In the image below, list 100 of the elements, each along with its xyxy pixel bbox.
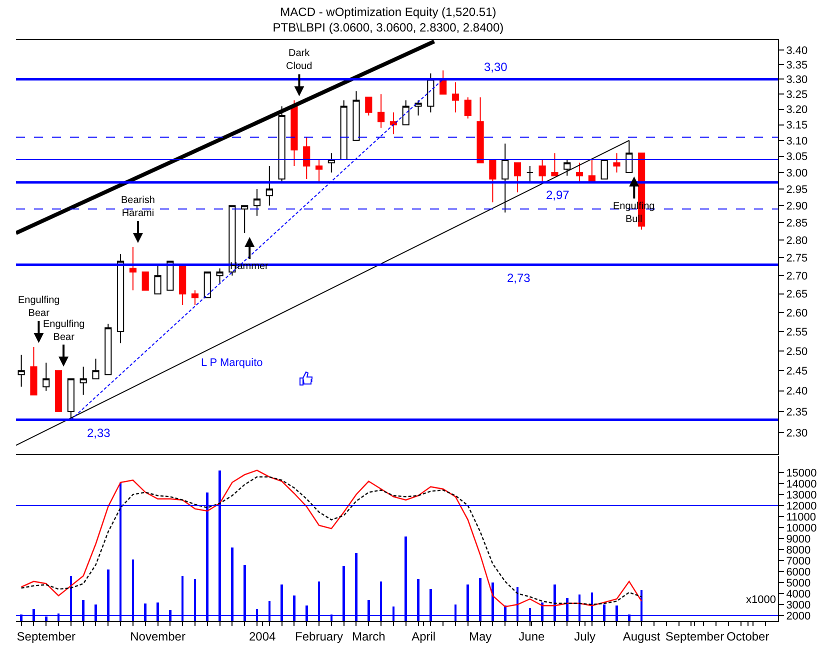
y-tick-label: 2.65 bbox=[786, 288, 808, 301]
y-tick-label: 2.70 bbox=[786, 270, 808, 282]
y-tick-label: 5000 bbox=[786, 577, 811, 590]
annotation: Bearish Harami bbox=[121, 195, 155, 219]
y-tick-label: 2.75 bbox=[786, 252, 808, 264]
y-tick-label: 3.10 bbox=[786, 135, 808, 148]
y-tick-label: 2.30 bbox=[786, 427, 808, 440]
candlestick bbox=[489, 159, 496, 203]
candlestick bbox=[54, 370, 62, 412]
x-tick-label: April bbox=[412, 629, 436, 644]
x-tick-label: October bbox=[726, 629, 770, 644]
candlestick bbox=[402, 100, 410, 126]
chart-subtitle: PTB\LBPI (3.0600, 3.0600, 2.8300, 2.8400) bbox=[272, 20, 504, 35]
candlestick bbox=[564, 159, 571, 176]
annotation: Dark Cloud bbox=[286, 48, 312, 72]
x-tick-label: March bbox=[352, 629, 386, 644]
candlestick bbox=[526, 165, 534, 183]
y-tick-label: 3.00 bbox=[786, 167, 808, 180]
x-tick-label: August bbox=[622, 629, 661, 644]
y-tick-label: 2000 bbox=[786, 610, 811, 622]
annotation: Engulfing Bear bbox=[43, 319, 85, 343]
candlestick bbox=[166, 260, 174, 291]
x-tick-label: November bbox=[130, 629, 186, 644]
y-tick-label: 7000 bbox=[786, 555, 811, 568]
annotation: x1000 bbox=[746, 594, 776, 606]
y-tick-label: 3.20 bbox=[786, 104, 808, 116]
candlestick bbox=[67, 378, 74, 420]
y-tick-label: 15000 bbox=[786, 467, 817, 480]
candlestick bbox=[514, 162, 522, 193]
candlestick bbox=[204, 271, 211, 298]
y-tick-label: 2.95 bbox=[786, 184, 808, 196]
candlestick bbox=[104, 323, 112, 376]
x-tick-label: June bbox=[518, 629, 546, 644]
candlestick bbox=[42, 362, 50, 392]
ref-line-label: 2,97 bbox=[546, 188, 570, 202]
candlestick bbox=[216, 268, 224, 284]
y-tick-label: 3000 bbox=[786, 599, 811, 612]
x-tick-label: 2004 bbox=[248, 629, 276, 644]
y-tick-label: 9000 bbox=[786, 533, 811, 546]
y-tick-label: 2.60 bbox=[786, 307, 808, 320]
y-tick-label: 2.40 bbox=[786, 386, 808, 398]
y-tick-label: 10000 bbox=[786, 522, 817, 534]
candlestick bbox=[179, 264, 186, 306]
y-tick-label: 12000 bbox=[786, 500, 817, 512]
candlestick bbox=[154, 264, 162, 294]
candlestick bbox=[328, 152, 335, 173]
chart-title: MACD - wOptimization Equity (1,520.51) bbox=[280, 4, 496, 19]
candlestick bbox=[352, 90, 360, 141]
candlestick bbox=[303, 136, 310, 180]
candlestick bbox=[315, 159, 323, 183]
candlestick bbox=[390, 112, 397, 135]
y-tick-label: 2.85 bbox=[786, 218, 808, 230]
y-tick-label: 2.55 bbox=[786, 326, 808, 338]
candlestick bbox=[340, 100, 348, 160]
candlestick bbox=[290, 100, 298, 166]
candlestick bbox=[427, 72, 434, 113]
candlestick bbox=[241, 205, 248, 234]
candlestick bbox=[80, 366, 87, 396]
y-tick-label: 14000 bbox=[786, 478, 817, 490]
y-tick-label: 6000 bbox=[786, 566, 811, 578]
candlestick bbox=[538, 159, 546, 183]
y-tick-label: 2.90 bbox=[786, 200, 808, 213]
x-tick-label: February bbox=[295, 629, 344, 644]
candlestick bbox=[551, 152, 558, 176]
candlestick bbox=[18, 354, 25, 388]
y-tick-label: 4000 bbox=[786, 588, 811, 600]
candlestick bbox=[117, 254, 124, 344]
annotation: Engulfing Bear bbox=[18, 295, 60, 319]
y-tick-label: 13000 bbox=[786, 489, 817, 502]
candlestick bbox=[452, 82, 460, 113]
candlestick bbox=[576, 162, 584, 183]
ref-line-label: 2,33 bbox=[87, 426, 111, 440]
y-tick-label: 2.35 bbox=[786, 406, 808, 418]
candlestick bbox=[464, 96, 472, 120]
candlestick bbox=[600, 159, 608, 180]
candlestick bbox=[414, 100, 422, 116]
x-tick-label: September bbox=[665, 629, 724, 644]
y-tick-label: 2.50 bbox=[786, 346, 808, 358]
candlestick bbox=[365, 96, 372, 116]
y-tick-label: 3.15 bbox=[786, 120, 808, 132]
y-tick-label: 8000 bbox=[786, 544, 811, 556]
y-tick-label: 11000 bbox=[786, 511, 816, 524]
ref-line-label: 3,30 bbox=[484, 60, 508, 74]
candlestick bbox=[129, 246, 136, 291]
annotation: L P Marquito bbox=[201, 357, 263, 369]
y-tick-label: 3.05 bbox=[786, 151, 808, 164]
y-tick-label: 2.80 bbox=[786, 234, 808, 247]
y-tick-label: 2.45 bbox=[786, 366, 808, 378]
x-tick-label: July bbox=[574, 629, 596, 644]
candlestick bbox=[191, 290, 199, 306]
y-tick-label: 3.30 bbox=[786, 74, 808, 86]
candlestick bbox=[30, 346, 38, 396]
x-tick-label: September bbox=[16, 629, 76, 644]
y-tick-label: 3.35 bbox=[786, 59, 808, 72]
candlestick bbox=[476, 96, 484, 164]
candlestick bbox=[92, 358, 100, 380]
candlestick bbox=[253, 188, 261, 216]
candlestick bbox=[142, 271, 149, 291]
x-tick-label: May bbox=[468, 629, 492, 644]
y-tick-label: 3.25 bbox=[786, 89, 808, 102]
